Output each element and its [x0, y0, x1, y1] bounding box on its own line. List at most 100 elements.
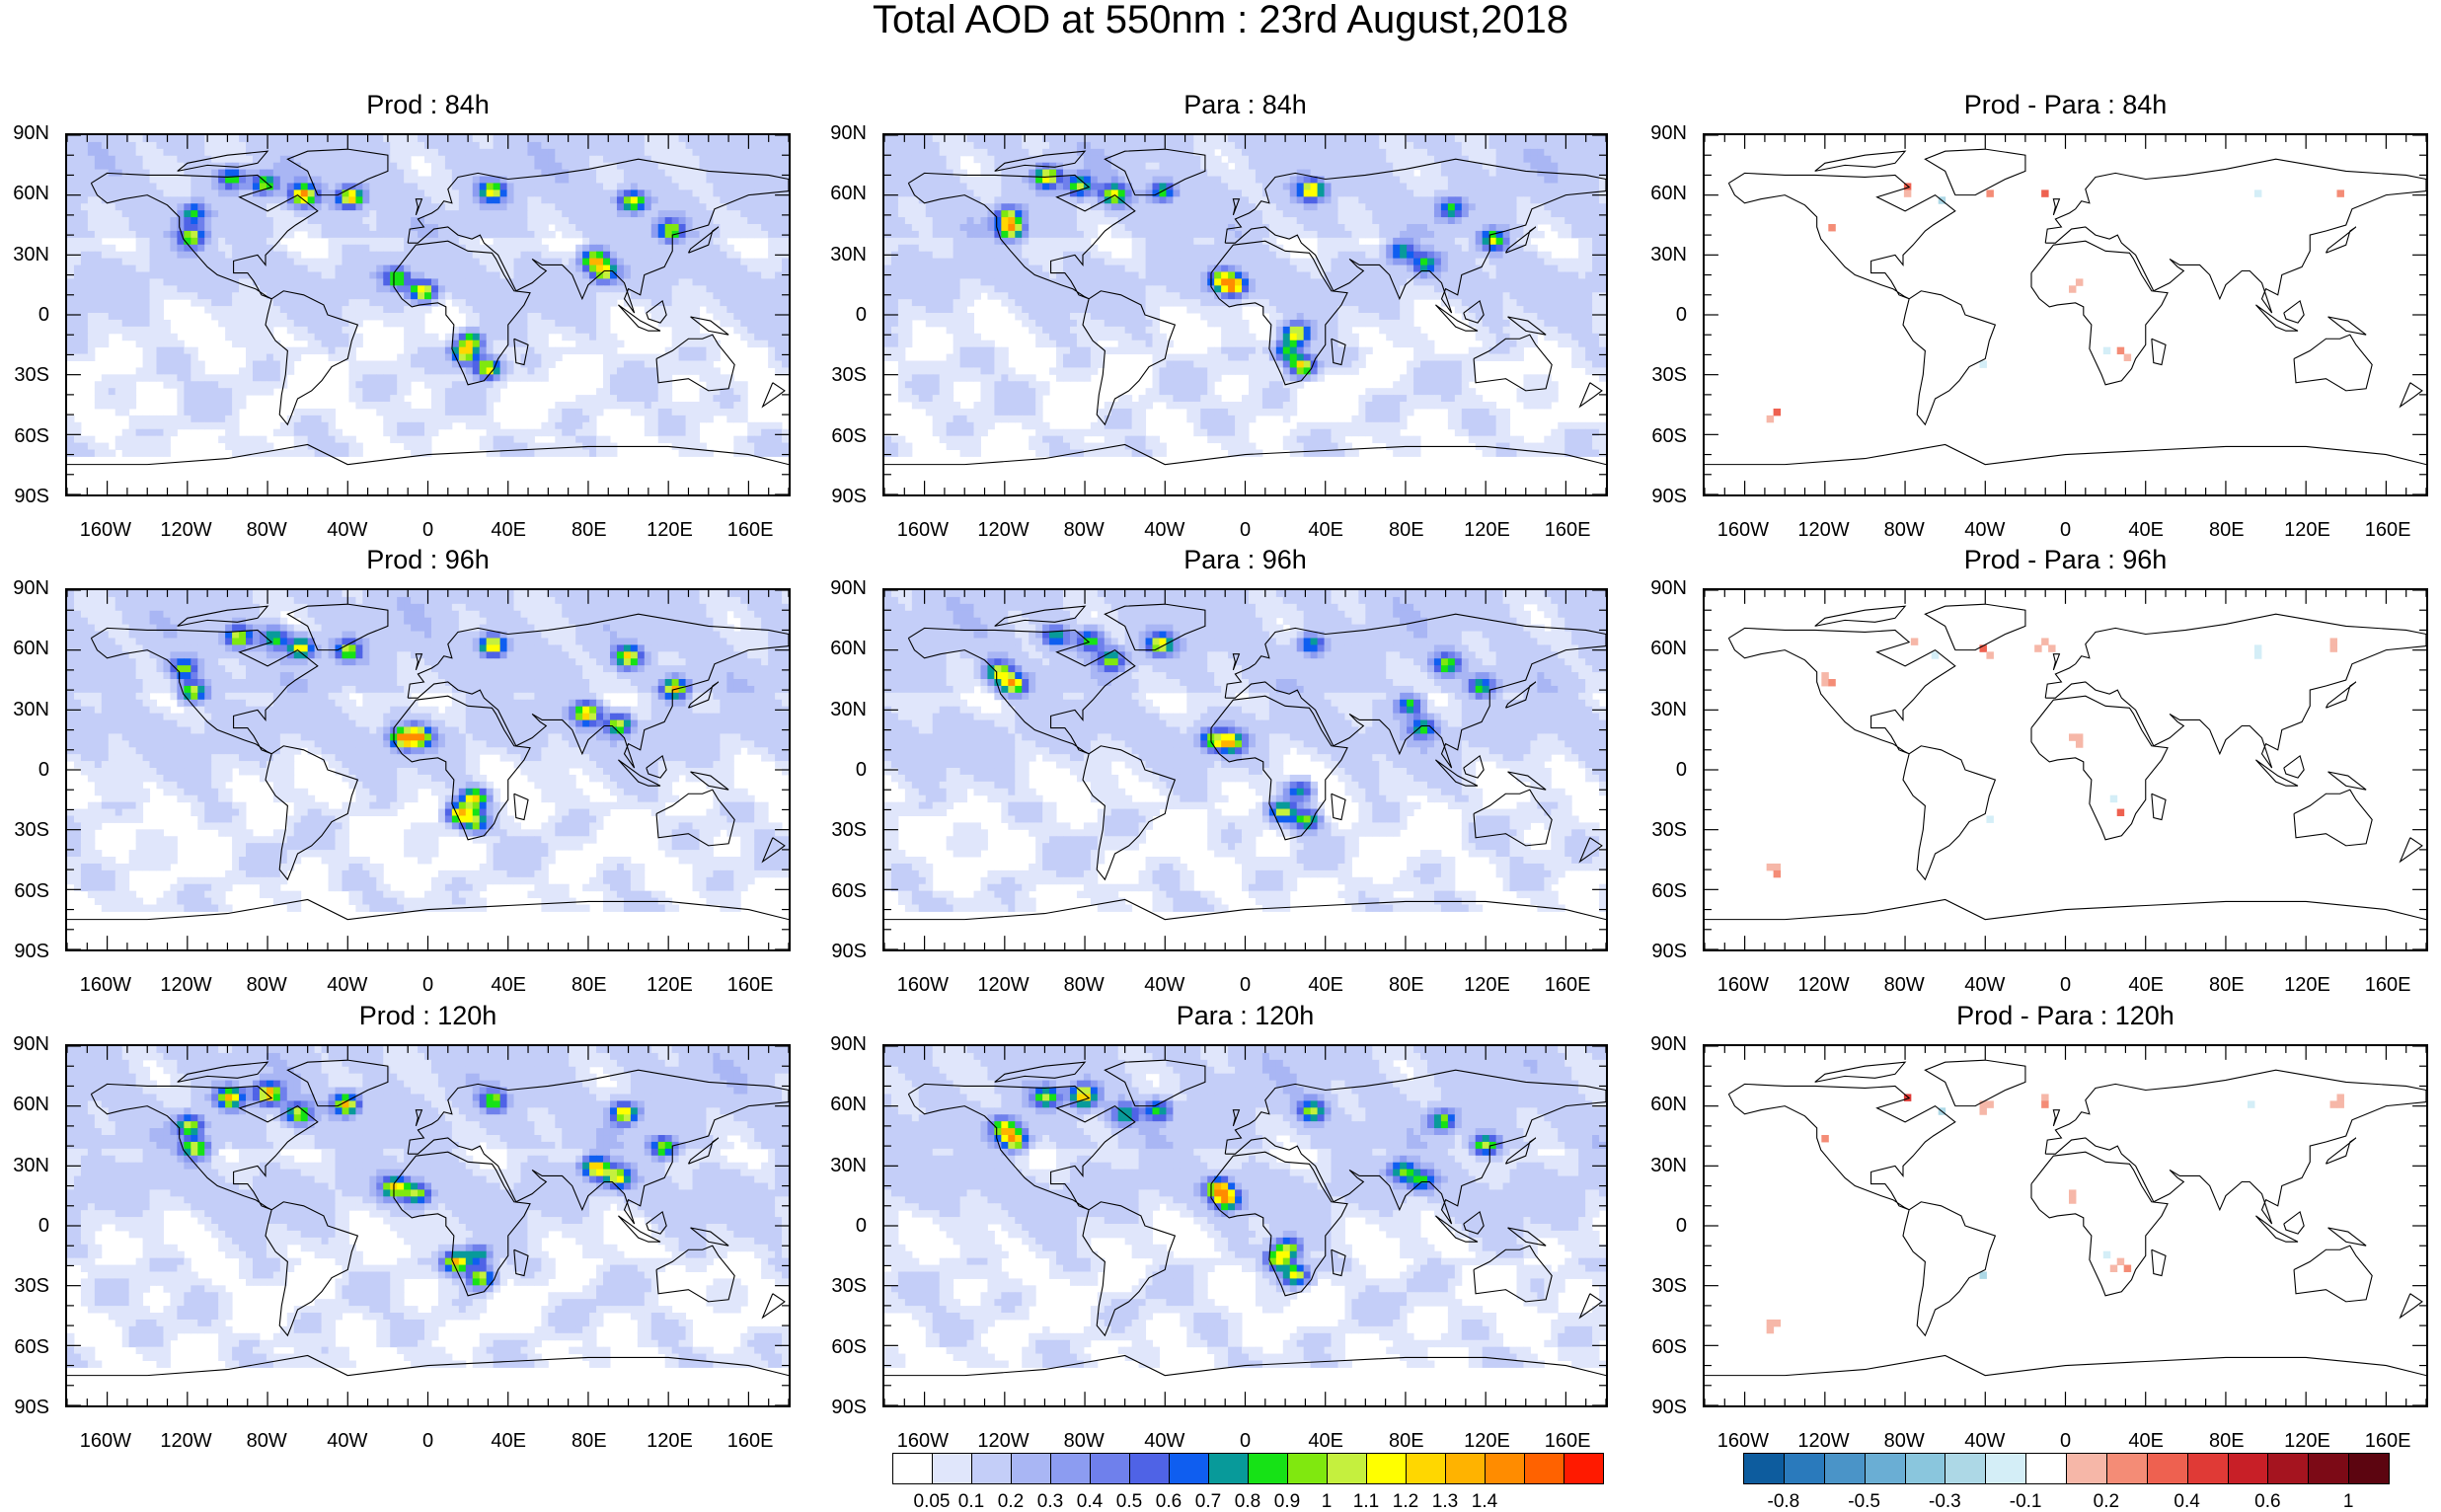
longitude-label: 160W — [897, 1431, 949, 1451]
longitude-label: 160E — [727, 1431, 774, 1451]
latitude-label: 90N — [830, 578, 867, 598]
colorbar-swatch — [1985, 1453, 2027, 1484]
coastline — [2044, 158, 2426, 314]
longitude-label: 80E — [2209, 520, 2245, 540]
map-panel: Prod : 84h 90N 60N 30N 0 30S 60S 90S 160W 120W 80W… — [13, 90, 791, 540]
latitude-label: 90N — [1650, 1034, 1687, 1054]
longitude-label: 120W — [1797, 975, 1849, 995]
latitude-label: 60S — [14, 881, 49, 901]
tick-marks — [884, 590, 1606, 949]
coastline — [1435, 304, 1479, 332]
coastline — [1082, 290, 1177, 426]
coastline — [265, 745, 359, 881]
coastline — [1331, 793, 1346, 821]
latitude-label: 90N — [830, 123, 867, 143]
coastline — [2151, 338, 2167, 366]
coastline — [1232, 1109, 1241, 1127]
colorbar-swatch — [892, 1453, 933, 1484]
aod-field-map — [884, 1046, 1606, 1405]
longitude-label: 40E — [491, 1431, 526, 1451]
colorbar-label: 1 — [1322, 1492, 1333, 1512]
coastline — [1504, 226, 1537, 254]
field-cells — [67, 590, 789, 912]
longitude-label: 160W — [897, 520, 949, 540]
latitude-label: 60S — [831, 426, 867, 446]
longitude-label: 40E — [2128, 520, 2164, 540]
coastline — [994, 1061, 1087, 1083]
map-panel: Para : 120h 90N 60N 30N 0 30S 60S 90S 160W 120W 80… — [830, 1001, 1608, 1451]
longitude-label: 40E — [1308, 520, 1343, 540]
longitude-label: 40W — [1964, 520, 2005, 540]
colorbar-label: 1.1 — [1353, 1492, 1379, 1512]
longitude-label: 120E — [1464, 520, 1510, 540]
colorbar-swatch — [1864, 1453, 1906, 1484]
longitude-label: 160E — [727, 975, 774, 995]
latitude-label: 60N — [830, 1095, 867, 1114]
colorbar-swatch — [1208, 1453, 1249, 1484]
coastline — [690, 771, 729, 791]
coastline — [1814, 150, 1907, 172]
latitude-label: 30S — [14, 1276, 49, 1296]
longitude-label: 120E — [2284, 975, 2330, 995]
coastline — [907, 627, 1136, 755]
latitude-label: 90S — [831, 1398, 867, 1417]
coastline — [2030, 695, 2169, 841]
coastline — [286, 148, 389, 196]
colorbar-swatch — [1090, 1453, 1130, 1484]
latitude-label: 30N — [1650, 245, 1687, 265]
colorbar-swatch — [1485, 1453, 1525, 1484]
longitude-label: 80E — [1389, 1431, 1424, 1451]
coastline — [1473, 1245, 1553, 1303]
longitude-label: 80E — [572, 1431, 607, 1451]
latitude-label: 0 — [856, 1216, 867, 1236]
latitude-label: 30N — [13, 245, 49, 265]
coastline — [618, 759, 661, 787]
latitude-label: 60S — [1651, 1337, 1687, 1357]
map-frame — [882, 133, 1608, 496]
coastline — [1578, 837, 1603, 864]
latitude-label: 90N — [830, 1034, 867, 1054]
coastline — [1902, 1201, 1997, 1337]
coastline — [2325, 1137, 2357, 1165]
longitude-label: 40E — [1308, 1431, 1343, 1451]
coastline — [1210, 1151, 1348, 1297]
colorbar-swatch — [1904, 1453, 1946, 1484]
longitude-label: 160E — [1545, 1431, 1591, 1451]
coastline — [2293, 1245, 2373, 1303]
coastline — [655, 789, 735, 847]
coastline — [67, 1354, 789, 1377]
coastline — [2255, 759, 2299, 787]
coastline — [618, 1215, 661, 1243]
latitude-label: 60N — [1650, 184, 1687, 203]
longitude-label: 120E — [2284, 1431, 2330, 1451]
colorbar-swatch — [2146, 1453, 2188, 1484]
map-panel: Prod - Para : 84h 90N 60N 30N 0 30S 60S 90S 160W… — [1650, 90, 2428, 540]
coastline — [1463, 754, 1485, 779]
map-frame — [1703, 588, 2428, 951]
coastline — [2044, 1069, 2426, 1225]
tick-marks — [884, 135, 1606, 494]
coastline — [407, 158, 789, 314]
longitude-label: 0 — [1240, 1431, 1251, 1451]
longitude-label: 160W — [80, 520, 131, 540]
latitude-label: 60N — [1650, 639, 1687, 658]
coastline — [1727, 627, 1956, 755]
coastline — [513, 793, 529, 821]
colorbar-swatch — [1327, 1453, 1367, 1484]
field-cells — [1766, 638, 2337, 878]
colorbar-label: 0.9 — [1274, 1492, 1300, 1512]
map-frame — [1703, 1044, 2428, 1407]
latitude-label: 60N — [13, 184, 49, 203]
colorbar-label: 0.7 — [1195, 1492, 1221, 1512]
longitude-label: 40E — [2128, 975, 2164, 995]
longitude-label: 40W — [1964, 975, 2005, 995]
coastline — [265, 290, 359, 426]
latitude-label: 0 — [1676, 305, 1687, 325]
coastline — [2293, 334, 2373, 392]
coastline — [761, 382, 786, 409]
latitude-label: 0 — [856, 760, 867, 780]
coastline — [1210, 695, 1348, 841]
coastline — [646, 754, 667, 779]
coastline — [2283, 754, 2305, 779]
colorbar-label: 1.2 — [1393, 1492, 1418, 1512]
